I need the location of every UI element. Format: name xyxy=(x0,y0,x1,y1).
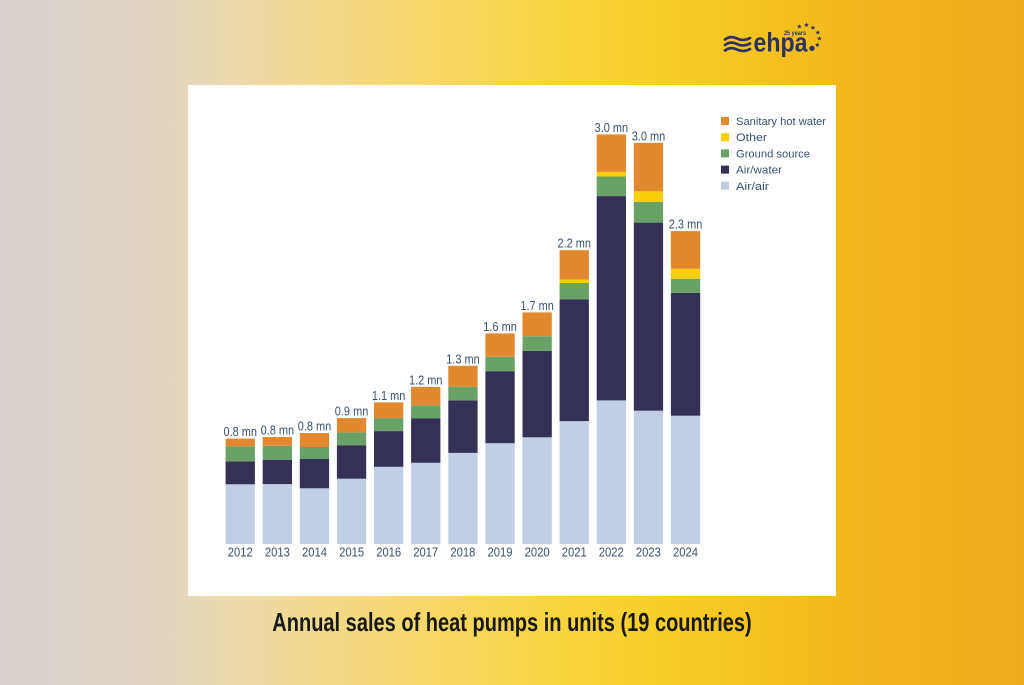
svg-text:0.8 mn: 0.8 mn xyxy=(261,424,295,438)
svg-text:3.0 mn: 3.0 mn xyxy=(632,129,666,143)
svg-text:2022: 2022 xyxy=(599,546,624,560)
svg-text:2019: 2019 xyxy=(488,546,513,560)
svg-text:Air/water: Air/water xyxy=(736,165,782,177)
svg-text:2017: 2017 xyxy=(413,546,438,560)
svg-text:2024: 2024 xyxy=(673,546,698,560)
svg-text:2021: 2021 xyxy=(562,546,587,560)
svg-text:Ground source: Ground source xyxy=(736,148,810,160)
svg-text:0.8 mn: 0.8 mn xyxy=(224,425,258,439)
svg-text:2012: 2012 xyxy=(228,546,253,560)
svg-text:1.2 mn: 1.2 mn xyxy=(409,373,443,387)
svg-text:25 years: 25 years xyxy=(784,31,807,37)
svg-text:3.0 mn: 3.0 mn xyxy=(595,121,629,135)
svg-text:2023: 2023 xyxy=(636,546,661,560)
svg-text:0.8 mn: 0.8 mn xyxy=(298,420,332,434)
svg-text:2018: 2018 xyxy=(450,546,475,560)
svg-text:Other: Other xyxy=(736,132,767,144)
svg-text:2015: 2015 xyxy=(339,546,364,560)
svg-text:1.3 mn: 1.3 mn xyxy=(446,352,480,366)
svg-text:ehpa: ehpa xyxy=(754,28,809,58)
svg-text:2013: 2013 xyxy=(265,546,290,560)
svg-text:1.6 mn: 1.6 mn xyxy=(483,320,517,334)
svg-text:1.1 mn: 1.1 mn xyxy=(372,389,406,403)
svg-text:2.2 mn: 2.2 mn xyxy=(558,237,592,251)
svg-text:Sanitary hot water: Sanitary hot water xyxy=(736,116,826,128)
svg-text:0.9 mn: 0.9 mn xyxy=(335,405,369,419)
svg-text:2016: 2016 xyxy=(376,546,401,560)
svg-text:2.3 mn: 2.3 mn xyxy=(669,218,703,232)
svg-text:2014: 2014 xyxy=(302,546,327,560)
svg-text:Air/air: Air/air xyxy=(736,181,769,193)
svg-text:1.7 mn: 1.7 mn xyxy=(520,299,554,313)
svg-text:2020: 2020 xyxy=(525,546,550,560)
